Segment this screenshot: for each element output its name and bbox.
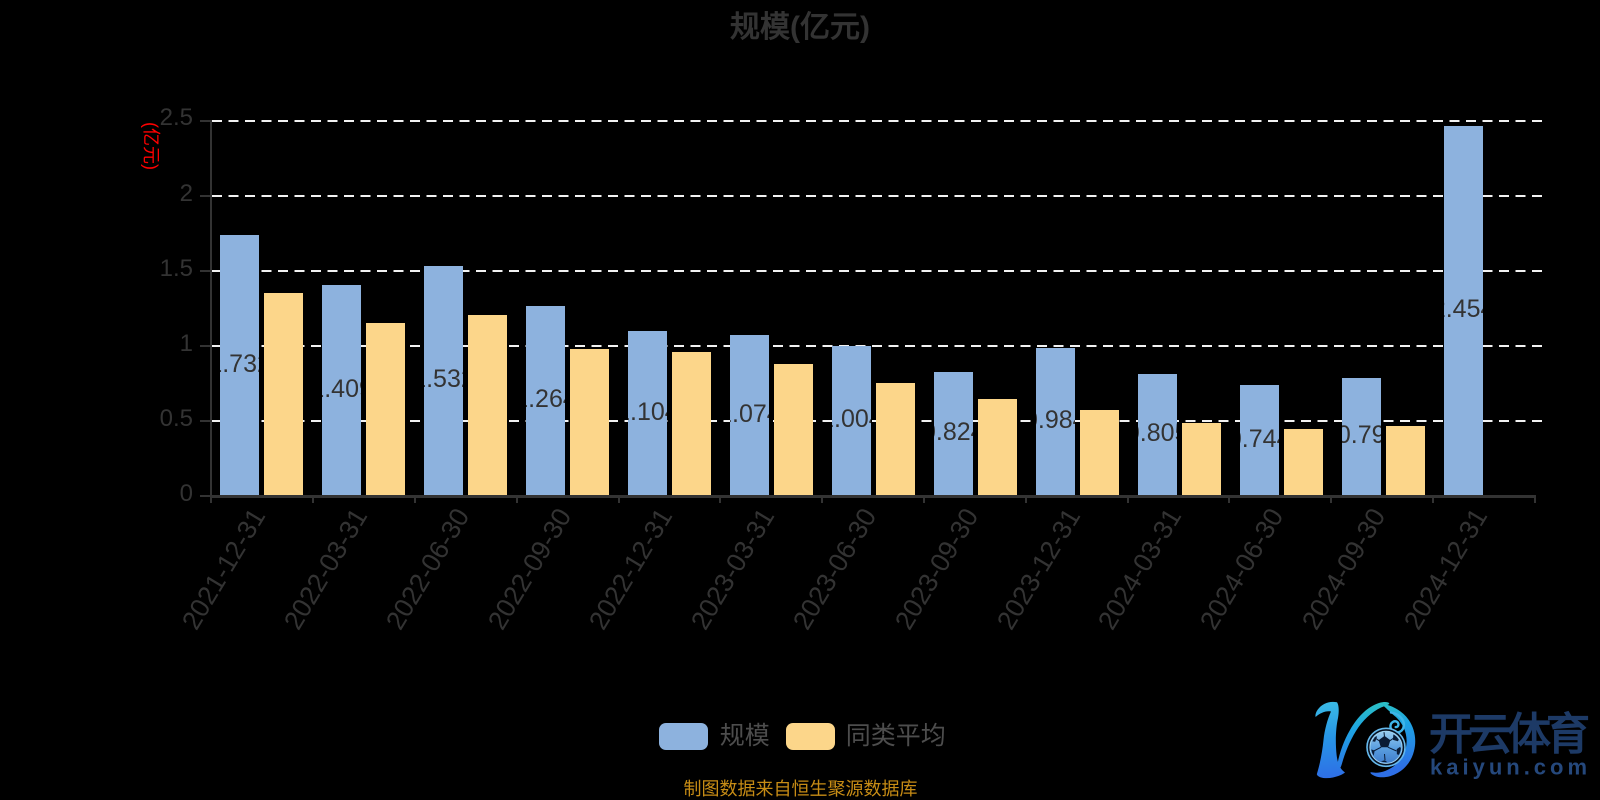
svg-text:开云体育: 开云体育 xyxy=(1429,710,1589,759)
svg-text:kaiyun.com: kaiyun.com xyxy=(1430,755,1591,780)
